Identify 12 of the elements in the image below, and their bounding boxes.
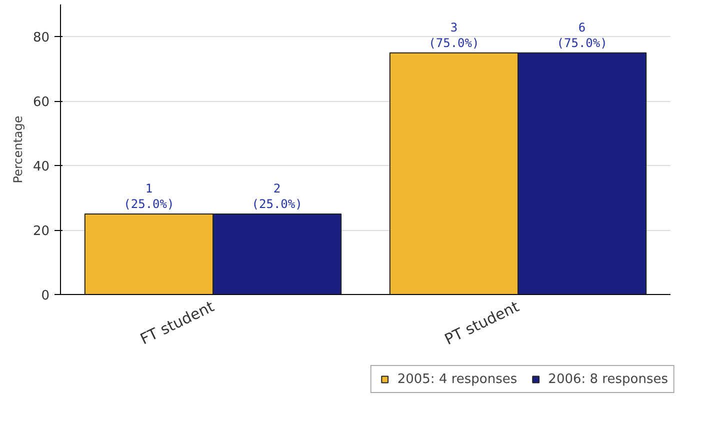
y-tick-label: 20	[32, 224, 50, 240]
data-label: 3 (75.0%)	[428, 20, 480, 50]
y-tick-label: 60	[32, 95, 50, 110]
y-tick-label: 40	[32, 160, 50, 175]
data-label: 1 (25.0%)	[124, 182, 174, 211]
y-tick-label: 80	[32, 30, 50, 46]
legend-label: 2005: 4 responses	[397, 372, 518, 386]
y-axis-title: Percentage	[10, 116, 25, 184]
data-label: 6 (75.0%)	[556, 20, 608, 50]
data-label: 2 (25.0%)	[252, 182, 302, 211]
legend-label: 2006: 8 responses	[548, 372, 668, 386]
y-tick-label: 0	[41, 288, 50, 304]
